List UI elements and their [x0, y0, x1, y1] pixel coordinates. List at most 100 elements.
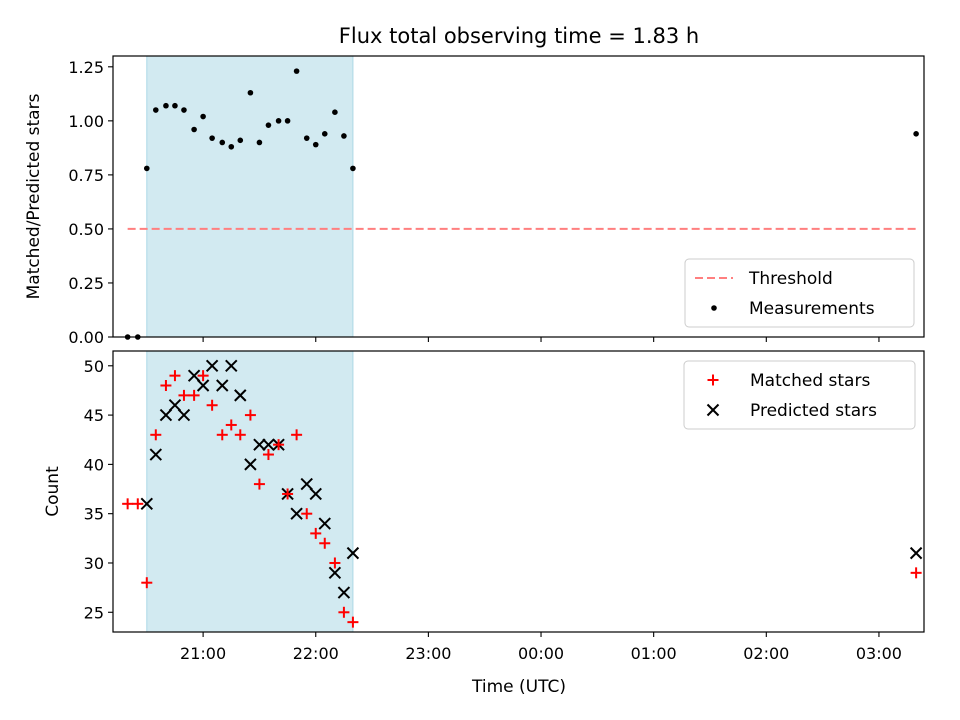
legend-matched-swatch — [707, 374, 719, 386]
measurement-point — [181, 107, 187, 113]
bottom-observing-window — [146, 350, 354, 633]
measurement-point — [237, 137, 244, 144]
measurement-point — [163, 102, 169, 109]
top-legend-box — [684, 258, 915, 328]
bottom-y-ticks: 25 30 35 40 45 50 — [84, 357, 113, 622]
predicted-star-point — [159, 408, 173, 422]
measurement-point — [293, 68, 300, 74]
bottom-y-axis-label: Count — [43, 466, 63, 517]
bottom-y-tick-label: 25 — [84, 603, 104, 622]
bottom-x-tick-label: 22:00 — [293, 644, 339, 663]
matched-star-point — [150, 429, 162, 441]
x-axis-label: Time (UTC) — [471, 677, 566, 697]
measurement-point — [219, 139, 226, 146]
matched-star-point — [273, 439, 285, 451]
predicted-star-point — [168, 399, 182, 412]
bottom-y-tick-label: 50 — [84, 357, 104, 376]
measurement-point — [284, 118, 291, 124]
measurement-point — [209, 135, 215, 141]
shaded-region — [146, 350, 354, 633]
matched-star-point — [301, 508, 313, 520]
bottom-legend: Matched stars Predicted stars — [683, 360, 916, 430]
matched-star-point — [329, 557, 341, 569]
matched-star-point — [206, 399, 218, 411]
chart-title: Flux total observing time = 1.83 h — [339, 24, 699, 48]
predicted-star-point — [309, 487, 322, 501]
top-observing-window — [146, 55, 354, 338]
top-y-axis-label: Matched/Predicted stars — [24, 93, 44, 299]
predicted-star-point — [300, 477, 313, 491]
predicted-star-point — [225, 359, 238, 372]
bottom-x-tick-label: 21:00 — [180, 644, 226, 663]
measurement-point — [247, 89, 254, 96]
predicted-star-point — [253, 438, 266, 451]
matched-star-point — [347, 616, 359, 628]
legend-predicted-label: Predicted stars — [750, 401, 877, 421]
measurement-point — [321, 131, 328, 137]
top-y-tick-label: 1.25 — [68, 58, 104, 77]
matched-star-point — [234, 429, 246, 441]
bottom-x-tick-label: 02:00 — [743, 644, 789, 663]
predicted-star-point — [318, 517, 331, 530]
matched-star-point — [188, 389, 200, 401]
top-x-ticks — [202, 337, 880, 342]
measurement-point — [228, 143, 235, 150]
predicted-star-point — [149, 448, 163, 461]
legend-measurement-label: Measurements — [749, 299, 875, 319]
predicted-star-point — [234, 389, 247, 402]
measurement-point — [153, 107, 159, 113]
measurement-point — [191, 126, 197, 133]
measurement-point — [332, 109, 338, 115]
bottom-axes-frame — [112, 350, 925, 633]
bottom-x-tick-label: 00:00 — [518, 644, 564, 663]
matched-star-point — [338, 606, 350, 618]
matched-star-point — [216, 429, 228, 441]
measurement-point — [303, 135, 310, 141]
matched-star-point — [910, 567, 922, 579]
matched-star-point — [122, 498, 134, 510]
top-y-tick-label: 1.00 — [68, 112, 104, 131]
bottom-y-tick-label: 30 — [84, 554, 104, 573]
predicted-star-point — [205, 359, 219, 372]
measurement-point — [256, 139, 263, 146]
measurement-point — [200, 113, 206, 120]
matched-star-point — [141, 577, 153, 589]
legend-predicted-swatch — [706, 403, 720, 417]
top-axes-frame — [112, 55, 925, 338]
predicted-star-point — [328, 566, 342, 580]
measurement-point — [350, 165, 356, 172]
bottom-x-tick-label: 03:00 — [856, 644, 902, 663]
bottom-panel: 25 30 35 40 45 50 21:00 22:00 23:00 00:00 01:00 02… — [43, 350, 925, 697]
top-y-tick-label: 0.75 — [68, 166, 104, 185]
measurement-points — [124, 68, 919, 340]
bottom-y-tick-label: 40 — [84, 455, 104, 474]
top-y-ticks: 0.00 0.25 0.50 0.75 1.00 1.25 — [68, 58, 113, 347]
predicted-star-point — [346, 546, 360, 560]
matched-star-point — [197, 370, 209, 382]
predicted-star-point — [337, 586, 351, 599]
shaded-region — [146, 55, 354, 338]
top-y-tick-label: 0.00 — [68, 328, 104, 347]
predicted-star-point — [262, 438, 275, 451]
predicted-star-point — [244, 458, 257, 471]
matched-star-point — [244, 409, 256, 421]
top-y-tick-label: 0.50 — [68, 220, 104, 239]
top-y-tick-label: 0.25 — [68, 274, 104, 293]
measurement-point — [275, 118, 282, 124]
measurement-point — [341, 133, 347, 139]
predicted-star-point — [909, 546, 923, 560]
predicted-star-point — [216, 379, 229, 392]
matched-star-point — [310, 527, 322, 539]
count-points — [122, 359, 923, 628]
matched-star-point — [262, 449, 274, 461]
legend-threshold-label: Threshold — [748, 269, 833, 289]
measurement-point — [913, 131, 919, 137]
matched-star-point — [178, 389, 190, 401]
bottom-y-tick-label: 35 — [84, 505, 104, 524]
bottom-legend-box — [683, 360, 916, 430]
matched-star-point — [132, 498, 144, 510]
predicted-star-point — [290, 507, 303, 520]
matched-star-point — [291, 429, 303, 441]
predicted-star-point — [196, 379, 210, 392]
